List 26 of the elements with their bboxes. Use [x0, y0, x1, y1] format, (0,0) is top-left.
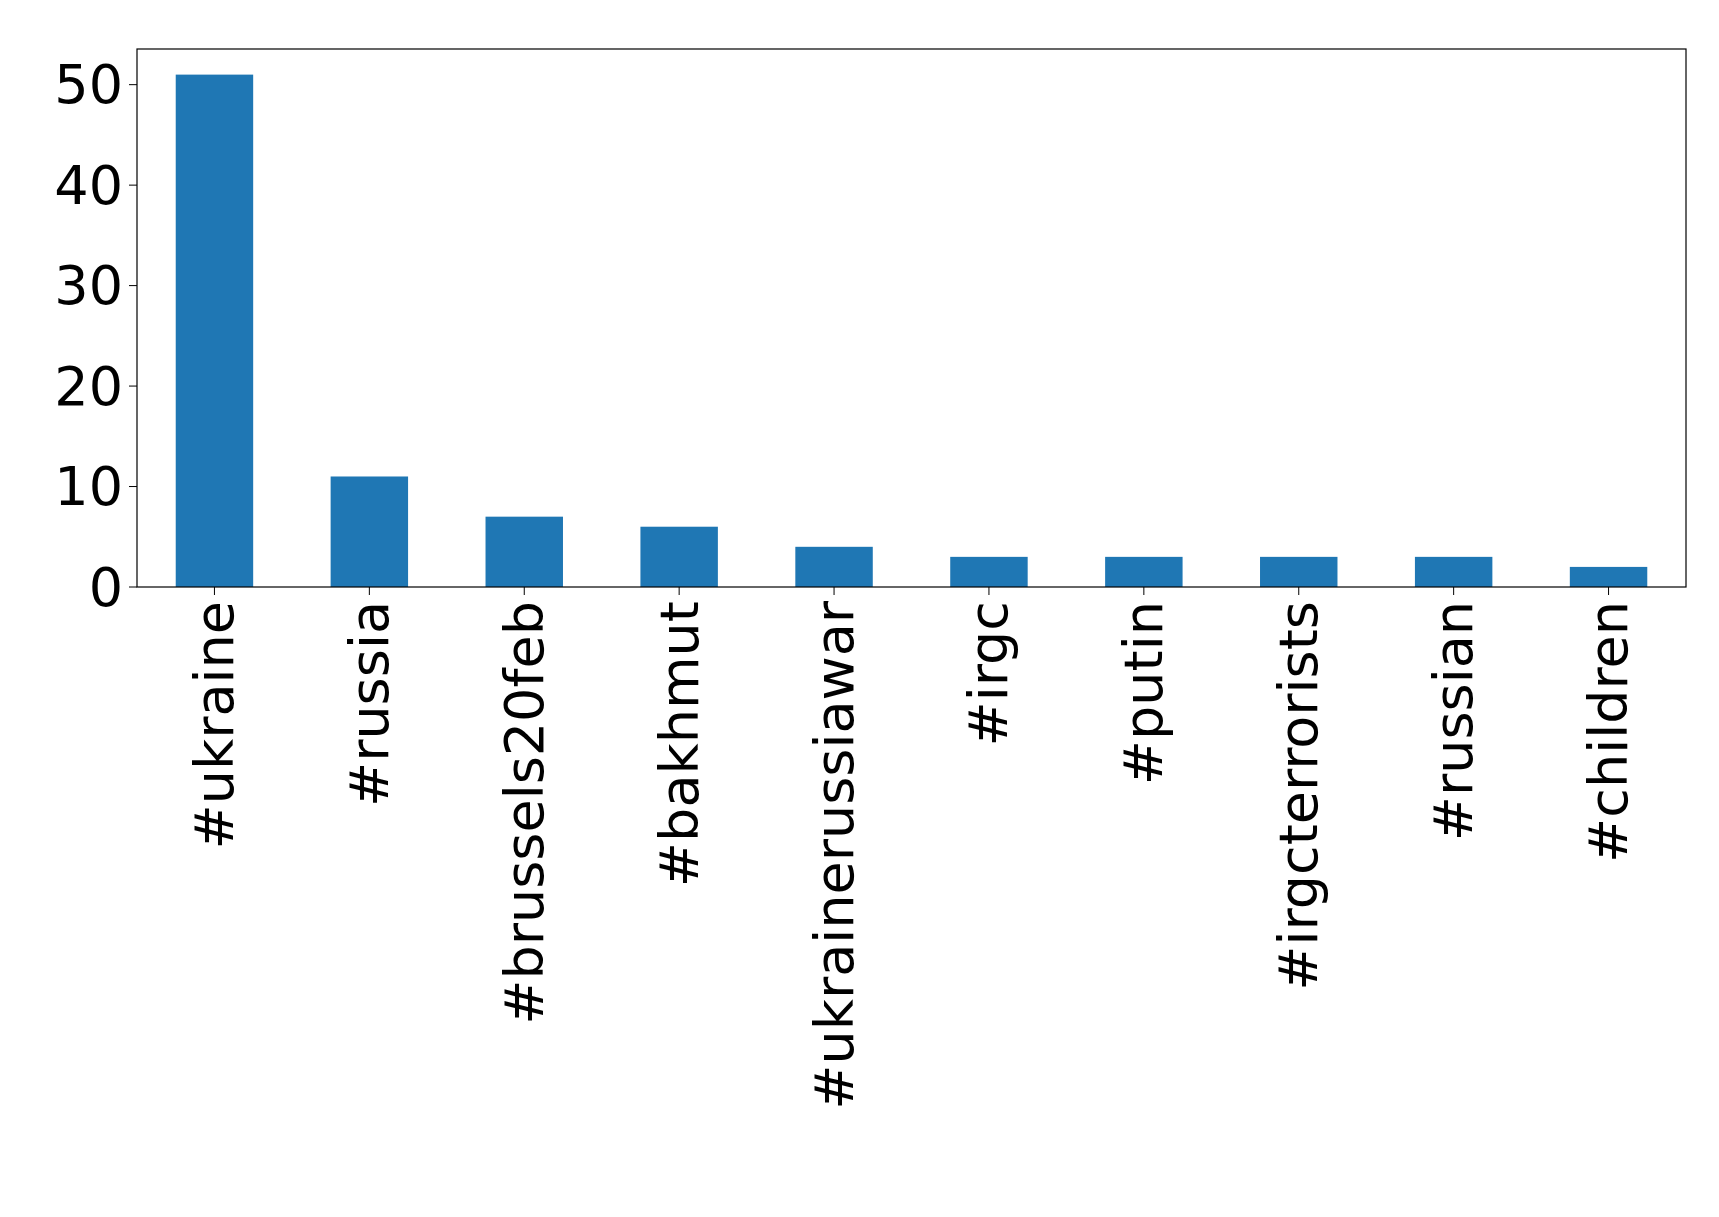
bar	[330, 476, 409, 587]
x-tick-label: #children	[1577, 601, 1641, 863]
bar	[485, 516, 563, 587]
x-tick-label: #putin	[1112, 601, 1176, 786]
x-tick-label: #irgc	[957, 601, 1021, 747]
bar	[640, 526, 718, 587]
x-tick-label: #russian	[1422, 601, 1486, 842]
y-tick-label: 0	[88, 555, 123, 619]
y-tick-label: 20	[54, 354, 123, 418]
bar	[795, 546, 873, 587]
bar	[950, 556, 1028, 587]
x-tick-label: #russia	[337, 601, 401, 808]
x-tick-label: #bakhmut	[647, 601, 711, 888]
x-tick-label: #ukraine	[182, 601, 246, 850]
x-tick-label: #ukrainerussiawar	[802, 600, 866, 1110]
y-tick-label: 50	[54, 53, 123, 117]
bar	[1569, 566, 1648, 587]
y-tick-label: 30	[54, 254, 123, 318]
bar	[1105, 556, 1183, 587]
y-tick-label: 10	[54, 455, 123, 519]
bar	[1414, 556, 1493, 587]
bar	[1260, 556, 1338, 587]
y-tick-label: 40	[54, 153, 123, 217]
bar	[175, 74, 254, 587]
x-tick-label: #irgcterrorists	[1267, 601, 1331, 991]
x-tick-label: #brussels20feb	[492, 601, 556, 1025]
